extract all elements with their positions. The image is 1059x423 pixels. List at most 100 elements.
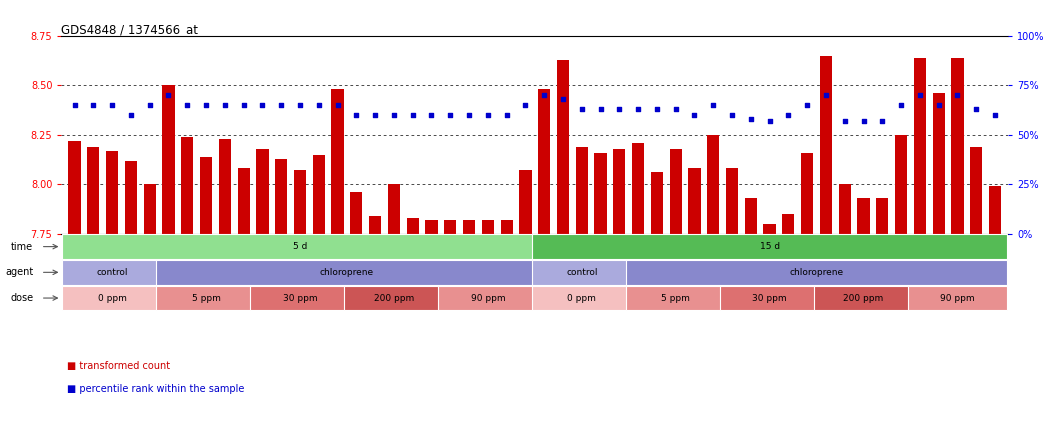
Bar [632,143,644,234]
Bar [294,170,306,234]
Bar [519,170,532,234]
Text: 30 ppm: 30 ppm [752,294,787,302]
Point [254,102,271,109]
Bar [538,89,551,234]
Bar [463,220,475,234]
Bar [369,216,381,234]
Point [216,102,233,109]
Bar [312,155,325,234]
Point [66,102,83,109]
Bar [651,173,663,234]
Bar [876,198,889,234]
Bar [688,168,701,234]
Bar [744,198,757,234]
Bar [557,60,569,234]
Point [968,106,985,113]
Text: 30 ppm: 30 ppm [283,294,318,302]
Text: 90 ppm: 90 ppm [470,294,505,302]
Point [630,106,647,113]
Bar [908,286,1007,310]
Text: time: time [12,242,33,252]
Bar [200,157,212,234]
Point [310,102,327,109]
Point [686,112,703,118]
Bar [895,135,908,234]
Point [329,102,346,109]
Text: dose: dose [11,293,33,303]
Bar [157,260,538,285]
Bar [388,184,400,234]
Bar [707,135,719,234]
Bar [532,286,631,310]
Bar [144,184,156,234]
Text: 90 ppm: 90 ppm [940,294,974,302]
Text: 5 d: 5 d [292,242,307,251]
Bar [626,286,725,310]
Point [461,112,478,118]
Bar [801,153,813,234]
Bar [626,260,1007,285]
Bar [444,220,456,234]
Bar [576,147,588,234]
Text: chloroprene: chloroprene [320,268,374,277]
Bar [532,260,631,285]
Text: control: control [566,268,597,277]
Point [761,118,778,124]
Point [667,106,684,113]
Text: 0 ppm: 0 ppm [97,294,127,302]
Point [385,112,402,118]
Point [987,112,1004,118]
Text: GDS4848 / 1374566_at: GDS4848 / 1374566_at [61,23,198,36]
Bar [426,220,437,234]
Point [141,102,158,109]
Point [235,102,252,109]
Bar [181,137,194,234]
Bar [157,286,256,310]
Point [366,112,383,118]
Bar [970,147,983,234]
Point [912,92,929,99]
Point [705,102,722,109]
Bar [69,141,80,234]
Text: ■ transformed count: ■ transformed count [67,361,169,371]
Bar [482,220,493,234]
Point [555,96,572,103]
Bar [344,286,444,310]
Bar [594,153,607,234]
Point [930,102,947,109]
Point [742,115,759,122]
Point [723,112,740,118]
Bar [720,286,820,310]
Bar [725,168,738,234]
Bar [106,151,119,234]
Bar [275,159,287,234]
Bar [613,149,626,234]
Text: agent: agent [5,267,33,277]
Bar [951,58,964,234]
Point [498,112,515,118]
Point [198,102,215,109]
Point [573,106,590,113]
Point [160,92,177,99]
Point [123,112,140,118]
Point [104,102,121,109]
Bar [351,192,362,234]
Point [85,102,102,109]
Point [779,112,796,118]
Text: 5 ppm: 5 ppm [192,294,220,302]
Bar [532,234,1007,259]
Text: ■ percentile rank within the sample: ■ percentile rank within the sample [67,384,244,394]
Point [837,118,854,124]
Point [347,112,364,118]
Bar [162,85,175,234]
Bar [237,168,250,234]
Text: 200 ppm: 200 ppm [374,294,414,302]
Point [611,106,628,113]
Point [405,112,421,118]
Bar [125,161,137,234]
Text: 200 ppm: 200 ppm [843,294,883,302]
Bar [62,260,162,285]
Bar [839,184,850,234]
Text: control: control [96,268,128,277]
Bar [933,93,945,234]
